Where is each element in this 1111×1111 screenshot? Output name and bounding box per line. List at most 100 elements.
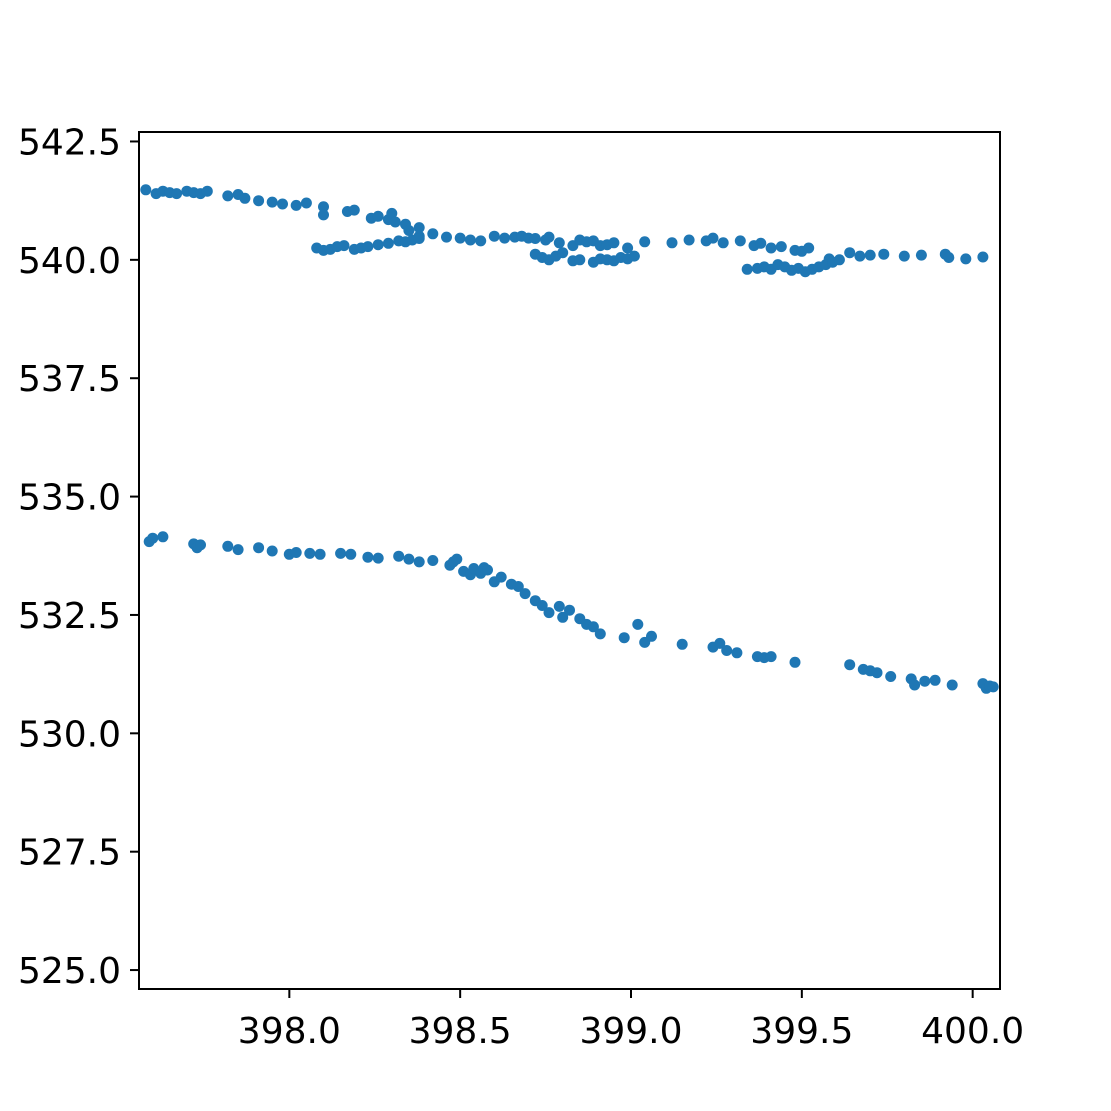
data-point bbox=[632, 618, 644, 630]
data-point bbox=[683, 234, 695, 246]
data-point bbox=[393, 550, 405, 562]
data-point bbox=[345, 548, 357, 560]
data-point bbox=[666, 237, 678, 249]
data-point bbox=[977, 251, 989, 263]
data-point bbox=[512, 581, 524, 592]
data-point bbox=[878, 248, 890, 260]
data-point bbox=[871, 667, 883, 679]
data-point bbox=[553, 600, 565, 612]
data-point bbox=[734, 235, 746, 247]
data-point bbox=[427, 555, 439, 566]
data-point bbox=[594, 628, 606, 640]
data-point bbox=[628, 250, 640, 262]
data-point bbox=[765, 651, 777, 663]
plot-frame bbox=[138, 131, 1001, 990]
data-point bbox=[304, 547, 316, 559]
data-point bbox=[475, 235, 487, 247]
data-point bbox=[171, 188, 183, 200]
data-point bbox=[335, 547, 347, 559]
data-point bbox=[587, 621, 599, 633]
y-tick-label: 525.0 bbox=[18, 951, 121, 992]
data-point bbox=[253, 542, 265, 554]
data-point bbox=[721, 645, 733, 656]
data-point bbox=[441, 231, 452, 243]
data-point bbox=[622, 242, 634, 254]
data-point bbox=[909, 679, 921, 691]
data-point bbox=[222, 540, 234, 552]
data-point bbox=[372, 210, 384, 222]
data-point bbox=[482, 564, 493, 576]
x-tick-label: 398.0 bbox=[238, 1011, 341, 1052]
data-point bbox=[389, 216, 401, 228]
data-point bbox=[557, 611, 569, 623]
data-point bbox=[854, 250, 866, 262]
y-tick-label: 540.0 bbox=[18, 241, 121, 282]
data-point bbox=[553, 237, 565, 249]
y-tick-label: 532.5 bbox=[18, 596, 121, 637]
data-point bbox=[253, 195, 265, 207]
data-point bbox=[833, 254, 845, 266]
data-point bbox=[372, 552, 384, 564]
data-point bbox=[608, 237, 620, 249]
x-axis: 398.0 398.5 399.0 399.5 400.0 bbox=[238, 989, 1024, 1052]
data-point bbox=[707, 232, 719, 244]
data-point bbox=[714, 637, 726, 649]
data-point bbox=[413, 233, 425, 244]
data-point bbox=[775, 241, 787, 253]
data-point bbox=[543, 607, 555, 619]
data-point bbox=[557, 247, 569, 259]
data-point bbox=[372, 239, 384, 251]
data-point bbox=[140, 184, 152, 196]
data-point bbox=[157, 531, 169, 543]
data-point bbox=[844, 659, 856, 671]
data-point bbox=[529, 233, 541, 244]
data-point bbox=[789, 656, 801, 668]
data-point bbox=[277, 198, 288, 210]
y-tick-label: 535.0 bbox=[18, 478, 121, 519]
data-point bbox=[646, 630, 657, 642]
data-points bbox=[140, 184, 999, 694]
data-point bbox=[499, 232, 511, 244]
data-point bbox=[803, 242, 815, 254]
data-point bbox=[731, 647, 743, 659]
data-point bbox=[844, 247, 856, 259]
data-point bbox=[488, 230, 500, 242]
data-point bbox=[564, 604, 575, 616]
data-point bbox=[314, 548, 326, 560]
data-point bbox=[929, 674, 941, 686]
data-point bbox=[147, 532, 159, 544]
data-point bbox=[290, 547, 302, 558]
data-point bbox=[348, 204, 360, 216]
data-point bbox=[676, 638, 688, 650]
data-point bbox=[741, 263, 753, 275]
data-point bbox=[574, 254, 586, 266]
data-point bbox=[239, 192, 251, 204]
data-point bbox=[960, 253, 972, 265]
data-point bbox=[519, 588, 531, 600]
y-tick-label: 542.5 bbox=[18, 122, 121, 163]
data-point bbox=[919, 675, 931, 687]
data-point bbox=[451, 553, 463, 565]
data-point bbox=[300, 197, 312, 209]
data-point bbox=[403, 225, 415, 236]
data-point bbox=[915, 249, 927, 261]
data-point bbox=[898, 250, 910, 262]
data-point bbox=[201, 185, 213, 197]
y-tick-label: 527.5 bbox=[18, 833, 121, 874]
data-point bbox=[495, 571, 507, 583]
data-point bbox=[266, 196, 278, 208]
data-point bbox=[318, 209, 329, 221]
data-point bbox=[946, 679, 958, 691]
data-point bbox=[232, 544, 244, 556]
data-point bbox=[266, 545, 278, 557]
data-point bbox=[639, 236, 651, 248]
data-point bbox=[413, 556, 425, 568]
y-tick-label: 530.0 bbox=[18, 714, 121, 755]
data-point bbox=[864, 249, 876, 261]
data-point bbox=[943, 252, 955, 263]
x-tick-label: 399.0 bbox=[579, 1011, 682, 1052]
data-point bbox=[318, 201, 329, 213]
data-point bbox=[755, 237, 767, 249]
